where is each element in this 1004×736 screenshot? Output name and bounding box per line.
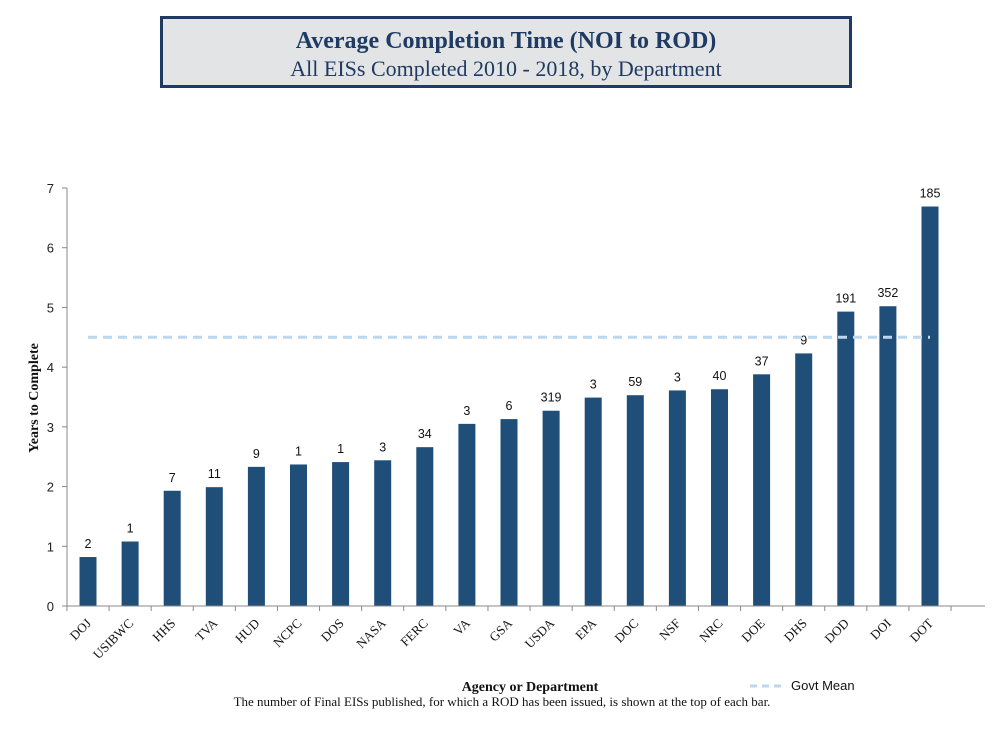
data-label-dot: 185 [920, 187, 941, 201]
bar-hhs [163, 490, 181, 606]
category-label-dos: DOS [318, 616, 347, 645]
data-label-usda: 319 [541, 391, 562, 405]
bar-nsf [668, 390, 686, 606]
bar-dod [837, 311, 855, 606]
x-axis-title: Agency or Department [462, 680, 599, 695]
category-label-nasa: NASA [353, 615, 389, 651]
data-label-dos: 1 [337, 442, 344, 456]
category-label-doe: DOE [738, 615, 768, 645]
category-label-hhs: HHS [149, 616, 178, 645]
category-label-hud: HUD [232, 616, 263, 647]
category-label-dhs: DHS [781, 616, 810, 645]
legend: Govt Mean [750, 678, 855, 693]
bar-nrc [711, 389, 728, 606]
data-label-va: 3 [463, 404, 470, 418]
bar-dhs [795, 353, 813, 606]
bar-dot [921, 206, 939, 607]
data-label-nrc: 40 [713, 369, 727, 383]
y-tick-label: 1 [47, 539, 54, 554]
data-label-dhs: 9 [800, 333, 807, 347]
chart-title: Average Completion Time (NOI to ROD) [295, 28, 717, 54]
chart-title-box: Average Completion Time (NOI to ROD) All… [160, 16, 852, 88]
bar-gsa [500, 419, 518, 606]
bar-tva [205, 487, 223, 606]
category-label-doc: DOC [611, 616, 641, 646]
bar-ncpc [290, 464, 307, 606]
data-label-nsf: 3 [674, 370, 681, 384]
category-label-va: VA [450, 615, 473, 638]
data-label-ncpc: 1 [295, 444, 302, 458]
category-label-ncpc: NCPC [270, 616, 305, 651]
bar-doc [626, 395, 644, 606]
y-tick-label: 7 [47, 181, 54, 196]
data-label-epa: 3 [590, 378, 597, 392]
category-label-nsf: NSF [656, 616, 683, 643]
category-label-gsa: GSA [486, 615, 515, 644]
data-label-dod: 191 [835, 292, 856, 306]
bar-hud [247, 466, 265, 606]
data-label-nasa: 3 [379, 440, 386, 454]
category-label-ferc: FERC [397, 616, 431, 650]
y-tick-label: 5 [47, 300, 54, 315]
chart-subtitle: All EISs Completed 2010 - 2018, by Depar… [290, 56, 722, 81]
category-label-doi: DOI [867, 616, 894, 643]
category-label-dot: DOT [907, 615, 937, 645]
category-label-dod: DOD [821, 616, 852, 647]
data-label-doe: 37 [755, 354, 769, 368]
y-axis-title: Years to Complete [27, 343, 42, 453]
category-label-epa: EPA [572, 615, 600, 643]
bar-nasa [374, 460, 392, 606]
data-label-ferc: 34 [418, 427, 432, 441]
data-label-hud: 9 [253, 447, 260, 461]
legend-label-govt-mean: Govt Mean [791, 678, 855, 693]
bar-usibwc [121, 541, 139, 606]
bar-usda [542, 410, 560, 606]
bar-doi [879, 306, 897, 606]
footnote: The number of Final EISs published, for … [233, 694, 771, 709]
y-tick-label: 4 [47, 360, 54, 375]
data-label-doi: 352 [877, 286, 898, 300]
category-label-tva: TVA [192, 615, 221, 644]
data-label-doj: 2 [85, 537, 92, 551]
data-label-doc: 59 [628, 375, 642, 389]
y-tick-label: 0 [47, 599, 54, 614]
y-tick-label: 6 [47, 241, 54, 256]
bar-doj [79, 557, 97, 606]
data-label-tva: 11 [208, 467, 221, 481]
category-label-nrc: NRC [696, 616, 726, 646]
bar-doe [753, 374, 771, 606]
bar-va [458, 423, 476, 606]
category-label-usda: USDA [522, 615, 558, 651]
data-label-hhs: 7 [169, 471, 176, 485]
bar-dos [332, 462, 350, 606]
data-label-usibwc: 1 [127, 522, 134, 536]
y-tick-label: 2 [47, 480, 54, 495]
category-label-usibwc: USIBWC [90, 616, 136, 662]
y-tick-label: 3 [47, 420, 54, 435]
bar-ferc [416, 447, 434, 606]
data-label-gsa: 6 [506, 399, 513, 413]
y-axis: 0 1 2 3 4 5 6 7 [47, 181, 68, 614]
bar-epa [584, 397, 602, 606]
category-label-doj: DOJ [67, 616, 94, 643]
